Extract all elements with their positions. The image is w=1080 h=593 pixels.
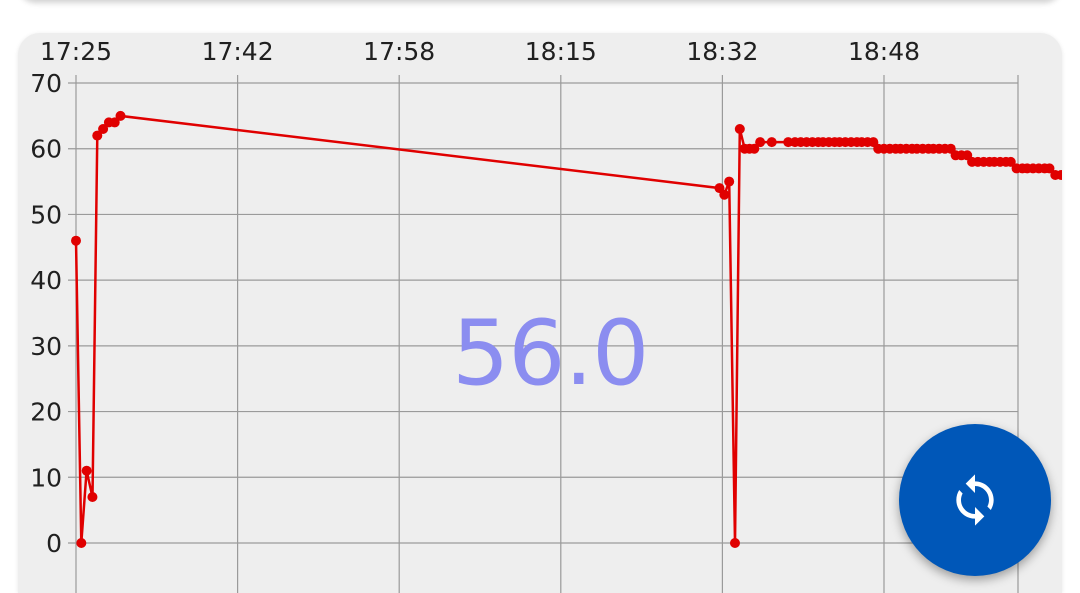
data-point <box>755 137 766 148</box>
data-point <box>109 117 120 128</box>
y-tick-label: 20 <box>30 398 62 427</box>
data-point <box>729 538 740 548</box>
chart-card: 0 10 20 30 40 50 60 70 17:25 17:42 17:58 18:15 18:32… <box>18 33 1062 593</box>
x-tick-label: 17:25 <box>40 37 112 66</box>
data-point <box>1005 156 1016 167</box>
data-point <box>766 137 777 148</box>
data-point <box>87 492 98 502</box>
data-point <box>115 110 126 121</box>
x-tick-label: 18:32 <box>686 37 758 66</box>
data-point <box>92 130 103 141</box>
sync-icon <box>956 474 994 526</box>
y-tick-label: 60 <box>30 135 62 164</box>
data-point <box>98 124 109 134</box>
data-point <box>1056 170 1062 180</box>
y-tick-label: 30 <box>30 332 62 361</box>
y-tick-label: 0 <box>46 529 62 558</box>
refresh-button[interactable] <box>899 424 1051 576</box>
x-tick-label: 17:42 <box>202 37 274 66</box>
data-point <box>749 143 760 154</box>
data-point <box>719 189 730 200</box>
data-point <box>71 235 81 246</box>
y-tick-label: 10 <box>30 463 62 492</box>
current-value-display: 56.0 <box>452 301 649 406</box>
x-tick-label: 18:48 <box>848 37 920 66</box>
data-point <box>724 176 735 187</box>
data-point <box>1044 163 1055 174</box>
y-tick-label: 40 <box>30 266 62 295</box>
line-chart: 0 10 20 30 40 50 60 70 17:25 17:42 17:58 18:15 18:32… <box>30 37 1062 593</box>
y-tick-label: 70 <box>30 69 62 98</box>
data-point <box>734 124 745 134</box>
x-tick-label: 18:15 <box>525 37 597 66</box>
y-tick-label: 50 <box>30 200 62 229</box>
data-point <box>76 538 87 548</box>
x-tick-label: 17:58 <box>363 37 435 66</box>
data-point <box>81 465 92 476</box>
